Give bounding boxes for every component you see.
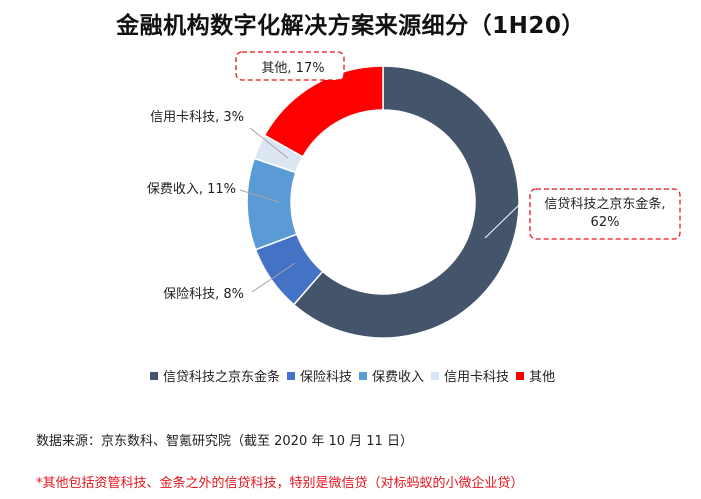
data-label: 信用卡科技, 3% [150,110,244,125]
data-source: 数据来源：京东数科、智氪研究院（截至 2020 年 10 月 11 日） [36,434,413,449]
legend-swatch [431,371,440,380]
data-label: 信贷科技之京东金条, [544,196,665,212]
chart-title: 金融机构数字化解决方案来源细分（1H20） [116,13,585,39]
donut-slice [246,157,298,251]
data-label: 保费收入, 11% [147,182,236,197]
legend-swatch [150,371,158,380]
legend-item: 其他 [516,366,555,385]
label-callout-box [529,188,681,240]
legend-swatch [287,371,296,380]
legend-item: 保费收入 [359,366,424,385]
data-label: 其他, 17% [261,61,324,76]
leader-line [249,127,289,159]
legend-label: 其他 [529,370,556,385]
donut-slice [263,65,384,158]
label-callout-box [235,51,345,81]
legend-label: 保险科技 [300,370,353,385]
legend-swatch [359,371,368,380]
donut-chart: 信贷科技之京东金条, 62% 保险科技, 8% 保费收入, 11% 信用卡科技, 3% 其… [147,51,681,339]
leader-line [251,262,296,293]
legend-label: 保费收入 [372,370,425,385]
donut-slice [292,65,520,339]
legend-item: 保险科技 [287,366,352,385]
legend-label: 信用卡科技 [444,370,510,385]
data-label: 62% [591,215,620,230]
leader-line [239,189,280,203]
leader-line [484,203,521,239]
chart-legend: 信贷科技之京东金条 保险科技 保费收入 信用卡科技 其他 [150,366,562,385]
legend-swatch [516,371,525,380]
footnote: *其他包括资管科技、金条之外的信贷科技，特别是微信贷（对标蚂蚁的小微企业贷） [36,476,524,491]
legend-label: 信贷科技之京东金条 [163,370,281,385]
data-label: 保险科技, 8% [163,287,244,302]
legend-item: 信贷科技之京东金条 [150,366,280,385]
legend-item: 信用卡科技 [431,366,509,385]
